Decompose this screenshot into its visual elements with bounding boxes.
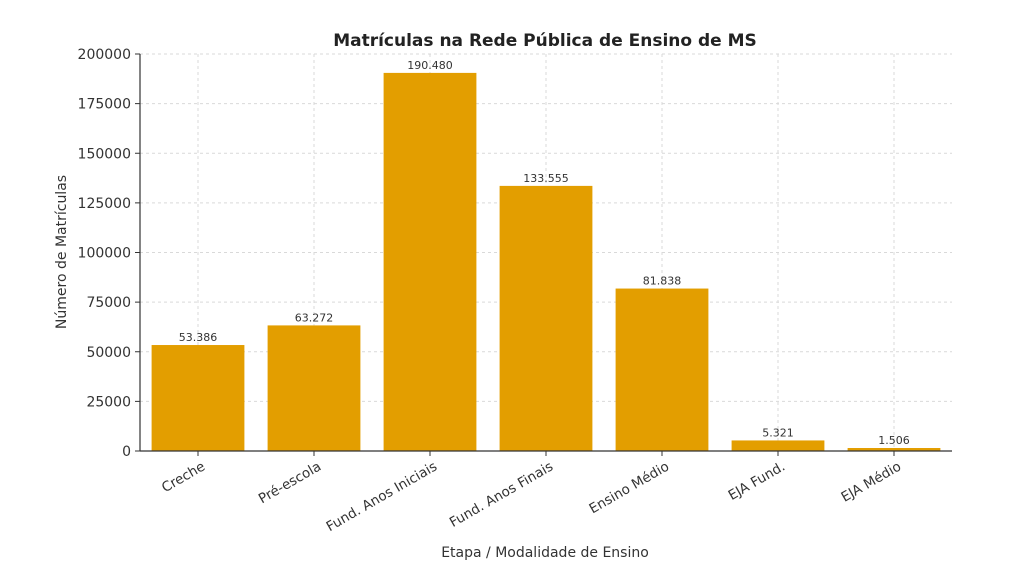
x-axis-label: Etapa / Modalidade de Ensino [441,545,649,561]
axes-layer [135,53,952,456]
data-label: 5.321 [762,426,794,439]
data-label: 190.480 [407,59,453,72]
x-tick-label: EJA Médio [839,459,904,506]
x-tick-label: Ensino Médio [586,459,672,518]
x-tick-label: Fund. Anos Finais [447,459,556,531]
y-tick-label: 50000 [86,345,131,361]
data-label: 53.386 [179,331,218,344]
bar [499,185,593,452]
data-label: 63.272 [295,311,334,324]
x-tick-label: Creche [159,459,208,496]
y-axis-label: Número de Matrículas [54,175,70,329]
y-tick-label: 200000 [78,47,131,63]
x-tick-label: Pré-escola [256,459,324,508]
x-tick-label: EJA Fund. [726,459,788,504]
bar [151,345,245,451]
chart-title: Matrículas na Rede Pública de Ensino de … [333,31,757,51]
labels-layer: 0 25000 50000 75000 100000 125000 150000 175000… [78,47,910,535]
y-tick-label: 125000 [78,196,131,212]
bar [615,288,709,451]
bars-layer [151,72,941,452]
bar [731,440,825,451]
y-tick-label: 75000 [86,295,131,311]
data-label: 81.838 [643,275,682,288]
bar [847,448,941,451]
bar [267,325,361,451]
data-label: 1.506 [878,434,910,447]
y-tick-label: 100000 [78,246,131,262]
y-tick-label: 150000 [78,146,131,162]
x-tick-label: Fund. Anos Iniciais [324,459,440,535]
data-label: 133.555 [523,172,569,185]
y-tick-label: 175000 [78,97,131,113]
bar [383,72,477,451]
y-tick-label: 0 [122,444,131,460]
y-tick-label: 25000 [86,394,131,410]
